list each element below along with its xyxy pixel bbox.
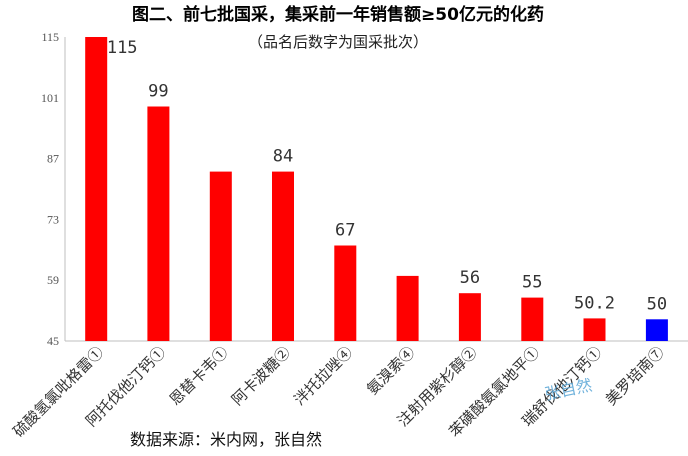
y-tick-label: 59 — [47, 273, 59, 287]
y-tick-label: 73 — [47, 212, 59, 226]
bar-4 — [272, 171, 294, 341]
y-tick-label: 87 — [47, 152, 59, 166]
watermark: 张自然 — [543, 375, 594, 404]
bar-5 — [334, 245, 357, 341]
bar-6 — [396, 275, 419, 341]
bar-7 — [458, 293, 481, 341]
category-label: 阿卡波糖② — [228, 343, 294, 409]
data-label: 56 — [460, 268, 480, 288]
bar-1 — [85, 37, 108, 341]
y-tick-label: 115 — [41, 30, 59, 44]
data-label: 115 — [107, 38, 138, 58]
y-tick-label: 101 — [41, 91, 59, 105]
y-tick-label: 45 — [47, 334, 59, 348]
category-label: 恩替卡韦① — [166, 343, 232, 409]
data-label: 50.2 — [574, 293, 615, 313]
bar-10 — [645, 319, 668, 341]
data-label: 50 — [647, 294, 667, 314]
data-label: 84 — [273, 147, 293, 167]
bar-2 — [147, 106, 170, 341]
data-label: 99 — [148, 82, 168, 102]
category-label: 氨溴索④ — [363, 343, 418, 398]
bar-8 — [521, 297, 544, 341]
data-label: 55 — [522, 273, 542, 293]
chart-subtitle: （品名后数字为国采批次） — [248, 33, 428, 51]
y-axis-ticks: 45 59 73 87 101 115 — [41, 30, 59, 348]
data-labels: 115 99 84 67 56 55 50.2 50 — [107, 38, 667, 314]
category-label: 泮托拉唑④ — [290, 343, 356, 409]
category-label: 美罗培南⑦ — [602, 343, 668, 409]
bar-3 — [209, 171, 232, 341]
data-label: 67 — [335, 221, 355, 241]
bars — [85, 37, 668, 341]
chart-title: 图二、前七批国采，集采前一年销售额≥50亿元的化药 — [132, 4, 544, 25]
bar-9 — [583, 318, 606, 341]
data-source: 数据来源：米内网，张自然 — [130, 430, 322, 449]
